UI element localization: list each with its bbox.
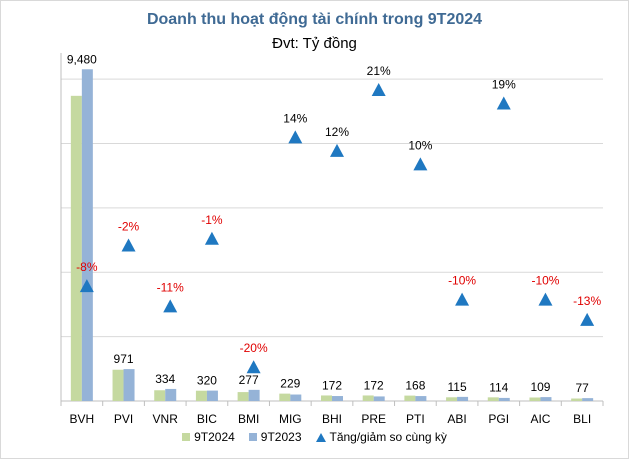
bar-9t2024-aic (529, 397, 541, 401)
x-tick-label-bhi: BHI (322, 412, 342, 426)
x-tick-label-pgi: PGI (488, 412, 509, 426)
bar-9t2023-mig (290, 394, 302, 401)
legend-swatch-9t2024 (182, 433, 191, 441)
change-label-mig: 14% (283, 111, 307, 125)
bar-9t2024-pvi (112, 369, 124, 401)
legend-swatch-9t2023 (248, 433, 257, 441)
bar-9t2023-bli (582, 398, 594, 401)
bar-9t2023-bic (206, 390, 218, 401)
bar-9t2024-bhi (321, 395, 332, 401)
value-label-bvh: 9,480 (67, 52, 97, 66)
bar-9t2024-mig (279, 393, 291, 401)
bar-9t2024-pre (362, 395, 374, 401)
x-tick-label-pre: PRE (361, 412, 386, 426)
value-label-pre: 172 (364, 378, 384, 392)
chart-subtitle: Đvt: Tỷ đồng (272, 35, 357, 52)
legend-label-9t2023: 9T2023 (260, 430, 302, 444)
change-label-pti: 10% (408, 138, 432, 152)
value-label-pgi: 114 (489, 380, 508, 394)
x-tick-label-pvi: PVI (114, 412, 133, 426)
bar-9t2024-bic (195, 390, 207, 401)
bar-9t2023-pti (415, 396, 427, 401)
change-marker-bli (580, 312, 595, 326)
bar-9t2023-aic (540, 397, 552, 401)
chart-title: Doanh thu hoạt động tài chính trong 9T20… (146, 11, 483, 28)
change-label-pgi: 19% (492, 78, 516, 92)
bar-9t2024-bmi (237, 392, 249, 401)
change-label-bmi: -20% (240, 341, 268, 355)
change-marker-bic (204, 231, 219, 245)
change-label-bvh: -8% (76, 260, 98, 274)
legend-item-change: Tăng/giảm so cùng kỳ (315, 430, 447, 444)
x-tick-label-vnr: VNR (153, 412, 179, 426)
x-tick-label-abi: ABI (447, 412, 466, 426)
bar-9t2023-pvi (123, 369, 135, 401)
value-label-bic: 320 (197, 374, 217, 388)
value-label-bli: 77 (575, 381, 589, 395)
value-label-vnr: 334 (155, 372, 175, 386)
bar-9t2024-pgi (487, 397, 499, 401)
x-tick-label-bvh: BVH (70, 412, 95, 426)
value-label-bmi: 277 (239, 373, 259, 387)
bar-9t2023-bmi (248, 389, 260, 401)
value-label-aic: 109 (530, 380, 550, 394)
change-label-bli: -13% (573, 294, 601, 308)
legend: 9T2024 9T2023 Tăng/giảm so cùng kỳ (1, 430, 628, 444)
legend-label-change: Tăng/giảm so cùng kỳ (329, 430, 447, 444)
change-marker-pgi (496, 96, 511, 110)
bar-9t2023-pre (373, 396, 385, 401)
triangle-icon (315, 432, 326, 442)
value-label-pti: 168 (405, 379, 425, 393)
x-tick-label-mig: MIG (279, 412, 302, 426)
change-marker-pti (413, 157, 428, 171)
change-marker-bmi (246, 360, 261, 374)
x-tick-label-bli: BLI (573, 412, 591, 426)
x-tick-label-bic: BIC (197, 412, 217, 426)
change-marker-abi (455, 292, 470, 306)
change-label-abi: -10% (448, 274, 476, 288)
change-label-pvi: -2% (118, 220, 140, 234)
bar-9t2023-vnr (165, 388, 177, 401)
value-label-bhi: 172 (322, 378, 342, 392)
value-label-pvi: 971 (114, 352, 134, 366)
bar-9t2024-pti (404, 395, 416, 401)
change-label-bic: -1% (201, 213, 223, 227)
x-tick-label-aic: AIC (530, 412, 550, 426)
bar-9t2023-pgi (498, 397, 510, 401)
change-marker-bhi (330, 143, 344, 157)
bar-9t2023-bvh (81, 69, 93, 401)
change-marker-bvh (79, 279, 94, 293)
value-label-abi: 115 (448, 380, 467, 394)
value-label-mig: 229 (280, 377, 300, 391)
legend-label-9t2024: 9T2024 (194, 430, 235, 444)
change-marker-pre (371, 83, 386, 97)
bar-9t2023-bhi (332, 396, 343, 401)
change-label-bhi: 12% (325, 125, 349, 139)
change-label-aic: -10% (531, 274, 559, 288)
change-marker-pvi (121, 238, 136, 252)
bar-9t2023-abi (457, 396, 469, 401)
legend-item-9t2023: 9T2023 (248, 430, 302, 444)
x-tick-label-pti: PTI (406, 412, 425, 426)
change-label-vnr: -11% (157, 280, 184, 294)
change-marker-aic (538, 292, 553, 306)
legend-item-9t2024: 9T2024 (182, 430, 235, 444)
change-label-pre: 21% (367, 64, 391, 78)
change-marker-vnr (163, 299, 178, 313)
bar-9t2024-abi (446, 397, 458, 401)
x-tick-label-bmi: BMI (238, 412, 259, 426)
bar-9t2024-vnr (154, 390, 166, 401)
change-marker-mig (288, 130, 303, 144)
bar-9t2024-bvh (70, 95, 82, 401)
bar-9t2024-bli (571, 398, 583, 401)
